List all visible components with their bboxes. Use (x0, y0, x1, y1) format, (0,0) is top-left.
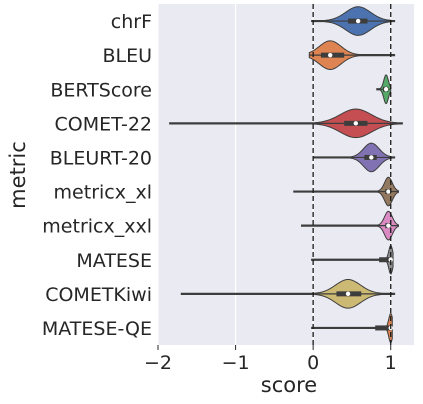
violin-median (383, 87, 389, 92)
reference-lines (312, 4, 392, 345)
y-tick-label: MATESE-QE (42, 318, 152, 340)
violin-matese (311, 244, 394, 275)
y-tick-label: COMETKiwi (45, 284, 152, 306)
violins (169, 6, 403, 343)
violin-iqr (379, 257, 391, 263)
violin-bleu (308, 40, 396, 70)
violin-median (353, 121, 359, 126)
violin-median (355, 18, 361, 24)
violin-median (386, 223, 391, 228)
violin-median (386, 189, 391, 194)
violin-cometkiwi (180, 279, 396, 309)
y-tick-label: COMET-22 (54, 113, 152, 135)
violin-chrf (311, 6, 396, 36)
violin-iqr (375, 325, 391, 331)
violin-comet-22 (169, 108, 403, 139)
x-tick-label: 0 (307, 352, 319, 374)
x-axis-title: score (261, 373, 317, 397)
y-tick-label: chrF (111, 11, 152, 33)
y-tick-label: BLEU (102, 45, 152, 67)
y-tick-label: BLEURT-20 (50, 147, 152, 169)
violin-metricx_xxl (301, 210, 399, 241)
y-tick-label: BERTScore (50, 79, 152, 101)
violin-metricx_xl (293, 176, 399, 207)
y-tick-labels: chrF BLEU BERTScore COMET-22 BLEURT-20 metric… (42, 11, 152, 340)
y-tick-label: MATESE (76, 250, 152, 272)
x-tick-labels: −2 −1 0 1 (144, 345, 397, 374)
violin-iqr (320, 52, 345, 58)
x-tick-label: −2 (144, 352, 172, 374)
x-tick-label: −1 (222, 352, 250, 374)
violin-median (328, 52, 333, 58)
violin-median (345, 291, 351, 297)
plot-background (158, 4, 414, 345)
y-tick-label: metricx_xl (54, 182, 152, 204)
y-tick-label: metricx_xxl (42, 216, 152, 238)
violin-bleurt-20 (312, 142, 396, 173)
x-tick-label: 1 (385, 352, 397, 374)
violin-bertscore (376, 74, 392, 105)
violin-median (388, 257, 393, 262)
violin-median (369, 155, 374, 160)
y-axis-title: metric (6, 141, 30, 209)
